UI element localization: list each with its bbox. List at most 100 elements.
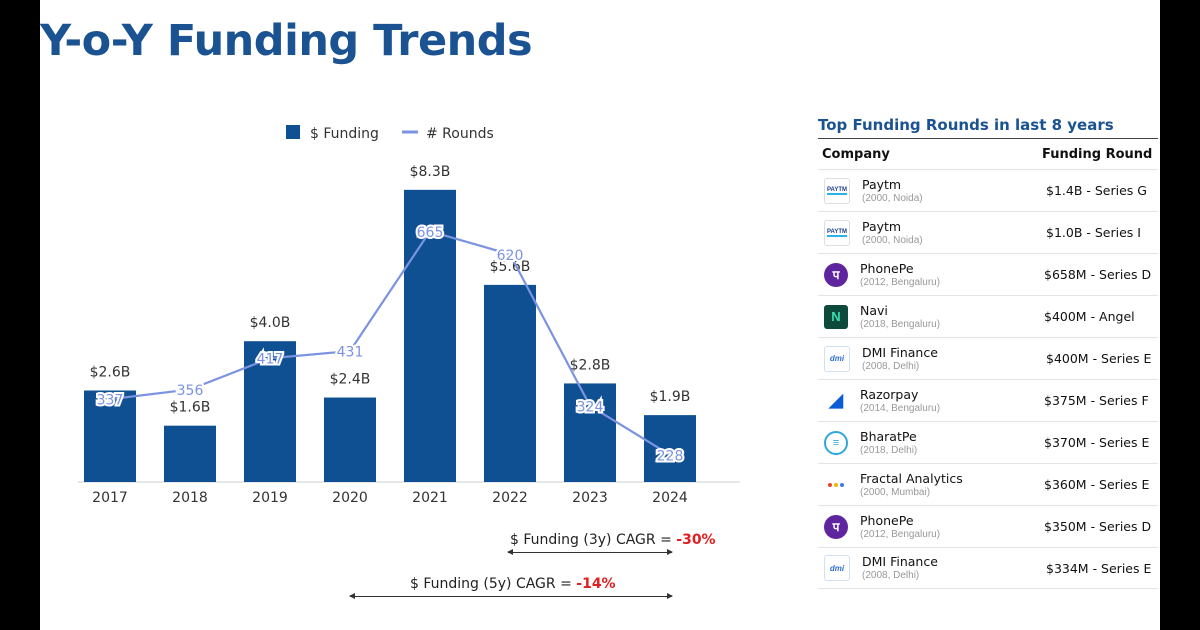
cagr-5y-text: $ Funding (5y) CAGR = xyxy=(410,576,577,592)
funding-round-cell: $400M - Angel xyxy=(1044,309,1135,324)
phonepe-logo-icon: प xyxy=(824,514,848,539)
table-row: dmi DMI Finance (2008, Delhi) $334M - Serie… xyxy=(818,547,1158,589)
company-detail: (2018, Bengaluru) xyxy=(860,318,941,330)
rounds-point xyxy=(108,397,112,401)
legend-funding-swatch xyxy=(286,125,300,139)
funding-chart: $2.6B 2017 $1.6B 2018 $4.0B 2019 $2.4B 2020 $8.3… xyxy=(78,125,740,506)
company-cell: BharatPe (2018, Delhi) xyxy=(860,429,1044,457)
cagr-3y-text: $ Funding (3y) CAGR = xyxy=(510,532,677,548)
table-row: प PhonePe (2012, Bengaluru) $658M - Series … xyxy=(818,253,1158,295)
bar-2022 xyxy=(484,284,536,482)
table-row: PAYTM Paytm (2000, Noida) $1.4B - Series G xyxy=(818,169,1158,211)
paytm-logo-icon: PAYTM xyxy=(824,177,850,204)
cagr-3y-label: $ Funding (3y) CAGR = -30% xyxy=(510,532,716,548)
bar-2018 xyxy=(164,425,216,482)
rounds-value-label: 324 xyxy=(577,399,604,415)
cagr-3y-range-arrow xyxy=(507,549,673,555)
company-cell: PhonePe (2012, Bengaluru) xyxy=(860,261,1044,289)
company-name: BharatPe xyxy=(860,428,917,444)
company-detail: (2014, Bengaluru) xyxy=(860,402,941,414)
column-header-company: Company xyxy=(822,146,890,162)
company-detail: (2000, Mumbai) xyxy=(860,486,931,498)
bar-2024 xyxy=(644,415,696,482)
company-cell: DMI Finance (2008, Delhi) xyxy=(862,345,1046,373)
x-tick-label: 2023 xyxy=(572,490,608,506)
company-cell: Paytm (2000, Noida) xyxy=(862,219,1046,247)
dmi-logo-icon: dmi xyxy=(824,345,850,372)
rounds-value-label: 417 xyxy=(257,352,284,368)
rounds-value-label: 665 xyxy=(417,225,444,241)
table-row: dmi DMI Finance (2008, Delhi) $400M - Serie… xyxy=(818,337,1158,379)
top-funding-rounds-table: Top Funding Rounds in last 8 years Compa… xyxy=(818,112,1158,589)
company-detail: (2008, Delhi) xyxy=(862,360,920,372)
bar-2017 xyxy=(84,390,136,482)
x-tick-label: 2017 xyxy=(92,490,128,506)
table-row: N Navi (2018, Bengaluru) $400M - Angel xyxy=(818,295,1158,337)
company-detail: (2012, Bengaluru) xyxy=(860,528,941,540)
funding-round-cell: $1.0B - Series I xyxy=(1046,225,1141,240)
company-detail: (2012, Bengaluru) xyxy=(860,276,941,288)
fractal-logo-icon xyxy=(824,472,848,497)
company-name: Razorpay xyxy=(860,386,919,402)
company-cell: Fractal Analytics (2000, Mumbai) xyxy=(860,471,1044,499)
company-name: DMI Finance xyxy=(862,554,938,569)
company-name: PhonePe xyxy=(860,512,914,528)
rounds-line xyxy=(109,230,671,456)
funding-round-cell: $370M - Series E xyxy=(1044,435,1150,450)
table-row: प PhonePe (2012, Bengaluru) $350M - Series … xyxy=(818,505,1158,547)
paytm-logo-icon: PAYTM xyxy=(824,219,850,246)
phonepe-logo-icon: प xyxy=(824,262,848,287)
funding-round-cell: $375M - Series F xyxy=(1044,393,1149,408)
bar-2020 xyxy=(324,397,376,482)
x-tick-label: 2019 xyxy=(252,490,288,506)
cagr-5y-value: -14% xyxy=(576,576,616,592)
x-tick-label: 2021 xyxy=(412,490,448,506)
bharatpe-logo-icon: ≡ xyxy=(824,430,848,455)
company-cell: PhonePe (2012, Bengaluru) xyxy=(860,513,1044,541)
bar-value-label: $2.8B xyxy=(570,357,611,373)
rounds-value-label: 228 xyxy=(657,448,684,464)
rounds-point xyxy=(428,229,432,233)
dmi-logo-icon: dmi xyxy=(824,555,850,581)
rounds-point xyxy=(348,349,352,353)
bar-value-label: $8.3B xyxy=(410,164,451,180)
bar-2023 xyxy=(564,383,616,482)
x-tick-label: 2020 xyxy=(332,490,368,506)
table-header: Company Funding Round xyxy=(818,138,1158,169)
rounds-point xyxy=(268,356,272,360)
funding-round-cell: $360M - Series E xyxy=(1044,477,1150,492)
table-title: Top Funding Rounds in last 8 years xyxy=(818,116,1114,134)
company-cell: DMI Finance (2008, Delhi) xyxy=(862,554,1046,582)
bar-value-label: $2.6B xyxy=(90,364,131,380)
bar-value-label: $1.9B xyxy=(650,389,691,405)
company-detail: (2000, Noida) xyxy=(862,234,923,246)
funding-round-cell: $350M - Series D xyxy=(1044,519,1152,534)
company-name: Paytm xyxy=(862,176,902,192)
rounds-value-label: 337 xyxy=(97,393,124,409)
company-detail: (2008, Delhi) xyxy=(862,570,920,581)
table-row: PAYTM Paytm (2000, Noida) $1.0B - Series I xyxy=(818,211,1158,253)
rounds-value-label: 620 xyxy=(497,248,524,264)
cagr-5y-label: $ Funding (5y) CAGR = -14% xyxy=(410,576,616,592)
x-tick-label: 2024 xyxy=(652,490,688,506)
rounds-value-label: 431 xyxy=(337,345,364,361)
razorpay-logo-icon: ◢ xyxy=(824,388,848,413)
rounds-point xyxy=(188,387,192,391)
funding-round-cell: $1.4B - Series G xyxy=(1046,183,1147,198)
bar-value-label: $5.6B xyxy=(490,259,531,275)
slide: Y-o-Y Funding Trends $2.6B 2017 $1.6B 2018 $… xyxy=(40,0,1160,630)
table-row: Fractal Analytics (2000, Mumbai) $360M - S… xyxy=(818,463,1158,505)
company-cell: Navi (2018, Bengaluru) xyxy=(860,303,1044,331)
cagr-5y-range-arrow xyxy=(349,593,673,599)
funding-round-cell: $334M - Series E xyxy=(1046,560,1152,576)
legend-rounds-label: # Rounds xyxy=(426,126,494,142)
column-header-round: Funding Round xyxy=(1042,146,1153,162)
bar-value-label: $4.0B xyxy=(250,315,291,331)
company-name: Fractal Analytics xyxy=(860,470,963,486)
company-detail: (2000, Noida) xyxy=(862,192,923,204)
company-detail: (2018, Delhi) xyxy=(860,444,918,456)
funding-round-cell: $400M - Series E xyxy=(1046,351,1152,366)
funding-round-cell: $658M - Series D xyxy=(1044,267,1152,282)
rounds-value-label: 356 xyxy=(177,383,204,399)
